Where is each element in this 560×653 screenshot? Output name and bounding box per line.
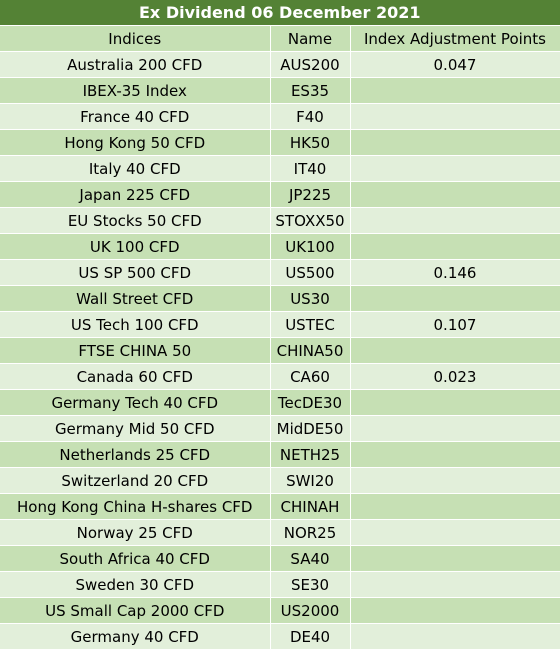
symbol-cell: US500 <box>270 259 351 286</box>
adjustment-cell <box>350 389 560 416</box>
index-cell: Sweden 30 CFD <box>0 571 271 598</box>
adjustment-cell <box>350 129 560 156</box>
table-row: EU Stocks 50 CFD STOXX50 <box>0 207 560 234</box>
table-row: US Small Cap 2000 CFD US2000 <box>0 597 560 624</box>
symbol-cell: AUS200 <box>270 51 351 78</box>
table-row: Canada 60 CFD CA60 0.023 <box>0 363 560 390</box>
index-cell: EU Stocks 50 CFD <box>0 207 271 234</box>
table-row: US SP 500 CFD US500 0.146 <box>0 259 560 286</box>
table-row: FTSE CHINA 50 CHINA50 <box>0 337 560 364</box>
symbol-cell: CA60 <box>270 363 351 390</box>
symbol-cell: IT40 <box>270 155 351 182</box>
symbol-cell: NOR25 <box>270 519 351 546</box>
header-adjustment-points: Index Adjustment Points <box>350 25 560 52</box>
index-cell: France 40 CFD <box>0 103 271 130</box>
adjustment-cell: 0.146 <box>350 259 560 286</box>
adjustment-cell <box>350 103 560 130</box>
index-cell: US SP 500 CFD <box>0 259 271 286</box>
adjustment-cell <box>350 571 560 598</box>
index-cell: IBEX-35 Index <box>0 77 271 104</box>
symbol-cell: USTEC <box>270 311 351 338</box>
index-cell: US Tech 100 CFD <box>0 311 271 338</box>
table-row: Switzerland 20 CFD SWI20 <box>0 467 560 494</box>
table-row: Japan 225 CFD JP225 <box>0 181 560 208</box>
symbol-cell: TecDE30 <box>270 389 351 416</box>
header-row: Indices Name Index Adjustment Points <box>0 25 560 52</box>
table-row: Germany Tech 40 CFD TecDE30 <box>0 389 560 416</box>
index-cell: Switzerland 20 CFD <box>0 467 271 494</box>
table-row: Wall Street CFD US30 <box>0 285 560 312</box>
index-cell: Hong Kong 50 CFD <box>0 129 271 156</box>
index-cell: US Small Cap 2000 CFD <box>0 597 271 624</box>
symbol-cell: CHINAH <box>270 493 351 520</box>
adjustment-cell <box>350 415 560 442</box>
index-cell: Canada 60 CFD <box>0 363 271 390</box>
adjustment-cell <box>350 467 560 494</box>
adjustment-cell <box>350 207 560 234</box>
symbol-cell: SWI20 <box>270 467 351 494</box>
header-indices: Indices <box>0 25 271 52</box>
adjustment-cell <box>350 285 560 312</box>
table-row: IBEX-35 Index ES35 <box>0 77 560 104</box>
symbol-cell: CHINA50 <box>270 337 351 364</box>
index-cell: Norway 25 CFD <box>0 519 271 546</box>
adjustment-cell <box>350 441 560 468</box>
table-row: Australia 200 CFD AUS200 0.047 <box>0 51 560 78</box>
table-row: Hong Kong China H-shares CFD CHINAH <box>0 493 560 520</box>
adjustment-cell <box>350 623 560 650</box>
adjustment-cell: 0.047 <box>350 51 560 78</box>
symbol-cell: US2000 <box>270 597 351 624</box>
table-row: Hong Kong 50 CFD HK50 <box>0 129 560 156</box>
adjustment-cell <box>350 77 560 104</box>
index-cell: Australia 200 CFD <box>0 51 271 78</box>
symbol-cell: SE30 <box>270 571 351 598</box>
table-row: UK 100 CFD UK100 <box>0 233 560 260</box>
table-row: France 40 CFD F40 <box>0 103 560 130</box>
table-row: Sweden 30 CFD SE30 <box>0 571 560 598</box>
adjustment-cell <box>350 181 560 208</box>
index-cell: Italy 40 CFD <box>0 155 271 182</box>
symbol-cell: HK50 <box>270 129 351 156</box>
index-cell: Netherlands 25 CFD <box>0 441 271 468</box>
symbol-cell: F40 <box>270 103 351 130</box>
symbol-cell: NETH25 <box>270 441 351 468</box>
index-cell: South Africa 40 CFD <box>0 545 271 572</box>
adjustment-cell <box>350 597 560 624</box>
adjustment-cell <box>350 233 560 260</box>
adjustment-cell <box>350 493 560 520</box>
table-title: Ex Dividend 06 December 2021 <box>0 0 560 26</box>
adjustment-cell: 0.023 <box>350 363 560 390</box>
index-cell: Hong Kong China H-shares CFD <box>0 493 271 520</box>
symbol-cell: US30 <box>270 285 351 312</box>
symbol-cell: DE40 <box>270 623 351 650</box>
symbol-cell: ES35 <box>270 77 351 104</box>
index-cell: Japan 225 CFD <box>0 181 271 208</box>
index-cell: Wall Street CFD <box>0 285 271 312</box>
adjustment-cell <box>350 337 560 364</box>
table-row: South Africa 40 CFD SA40 <box>0 545 560 572</box>
index-cell: FTSE CHINA 50 <box>0 337 271 364</box>
symbol-cell: SA40 <box>270 545 351 572</box>
adjustment-cell: 0.107 <box>350 311 560 338</box>
index-cell: Germany Tech 40 CFD <box>0 389 271 416</box>
symbol-cell: STOXX50 <box>270 207 351 234</box>
adjustment-cell <box>350 545 560 572</box>
index-cell: UK 100 CFD <box>0 233 271 260</box>
table-row: Germany Mid 50 CFD MidDE50 <box>0 415 560 442</box>
table-row: Italy 40 CFD IT40 <box>0 155 560 182</box>
table-row: US Tech 100 CFD USTEC 0.107 <box>0 311 560 338</box>
adjustment-cell <box>350 519 560 546</box>
table-row: Netherlands 25 CFD NETH25 <box>0 441 560 468</box>
header-name: Name <box>270 25 351 52</box>
table-row: Germany 40 CFD DE40 <box>0 623 560 650</box>
symbol-cell: MidDE50 <box>270 415 351 442</box>
index-cell: Germany Mid 50 CFD <box>0 415 271 442</box>
title-row: Ex Dividend 06 December 2021 <box>0 0 560 26</box>
table-row: Norway 25 CFD NOR25 <box>0 519 560 546</box>
symbol-cell: UK100 <box>270 233 351 260</box>
adjustment-cell <box>350 155 560 182</box>
index-cell: Germany 40 CFD <box>0 623 271 650</box>
symbol-cell: JP225 <box>270 181 351 208</box>
